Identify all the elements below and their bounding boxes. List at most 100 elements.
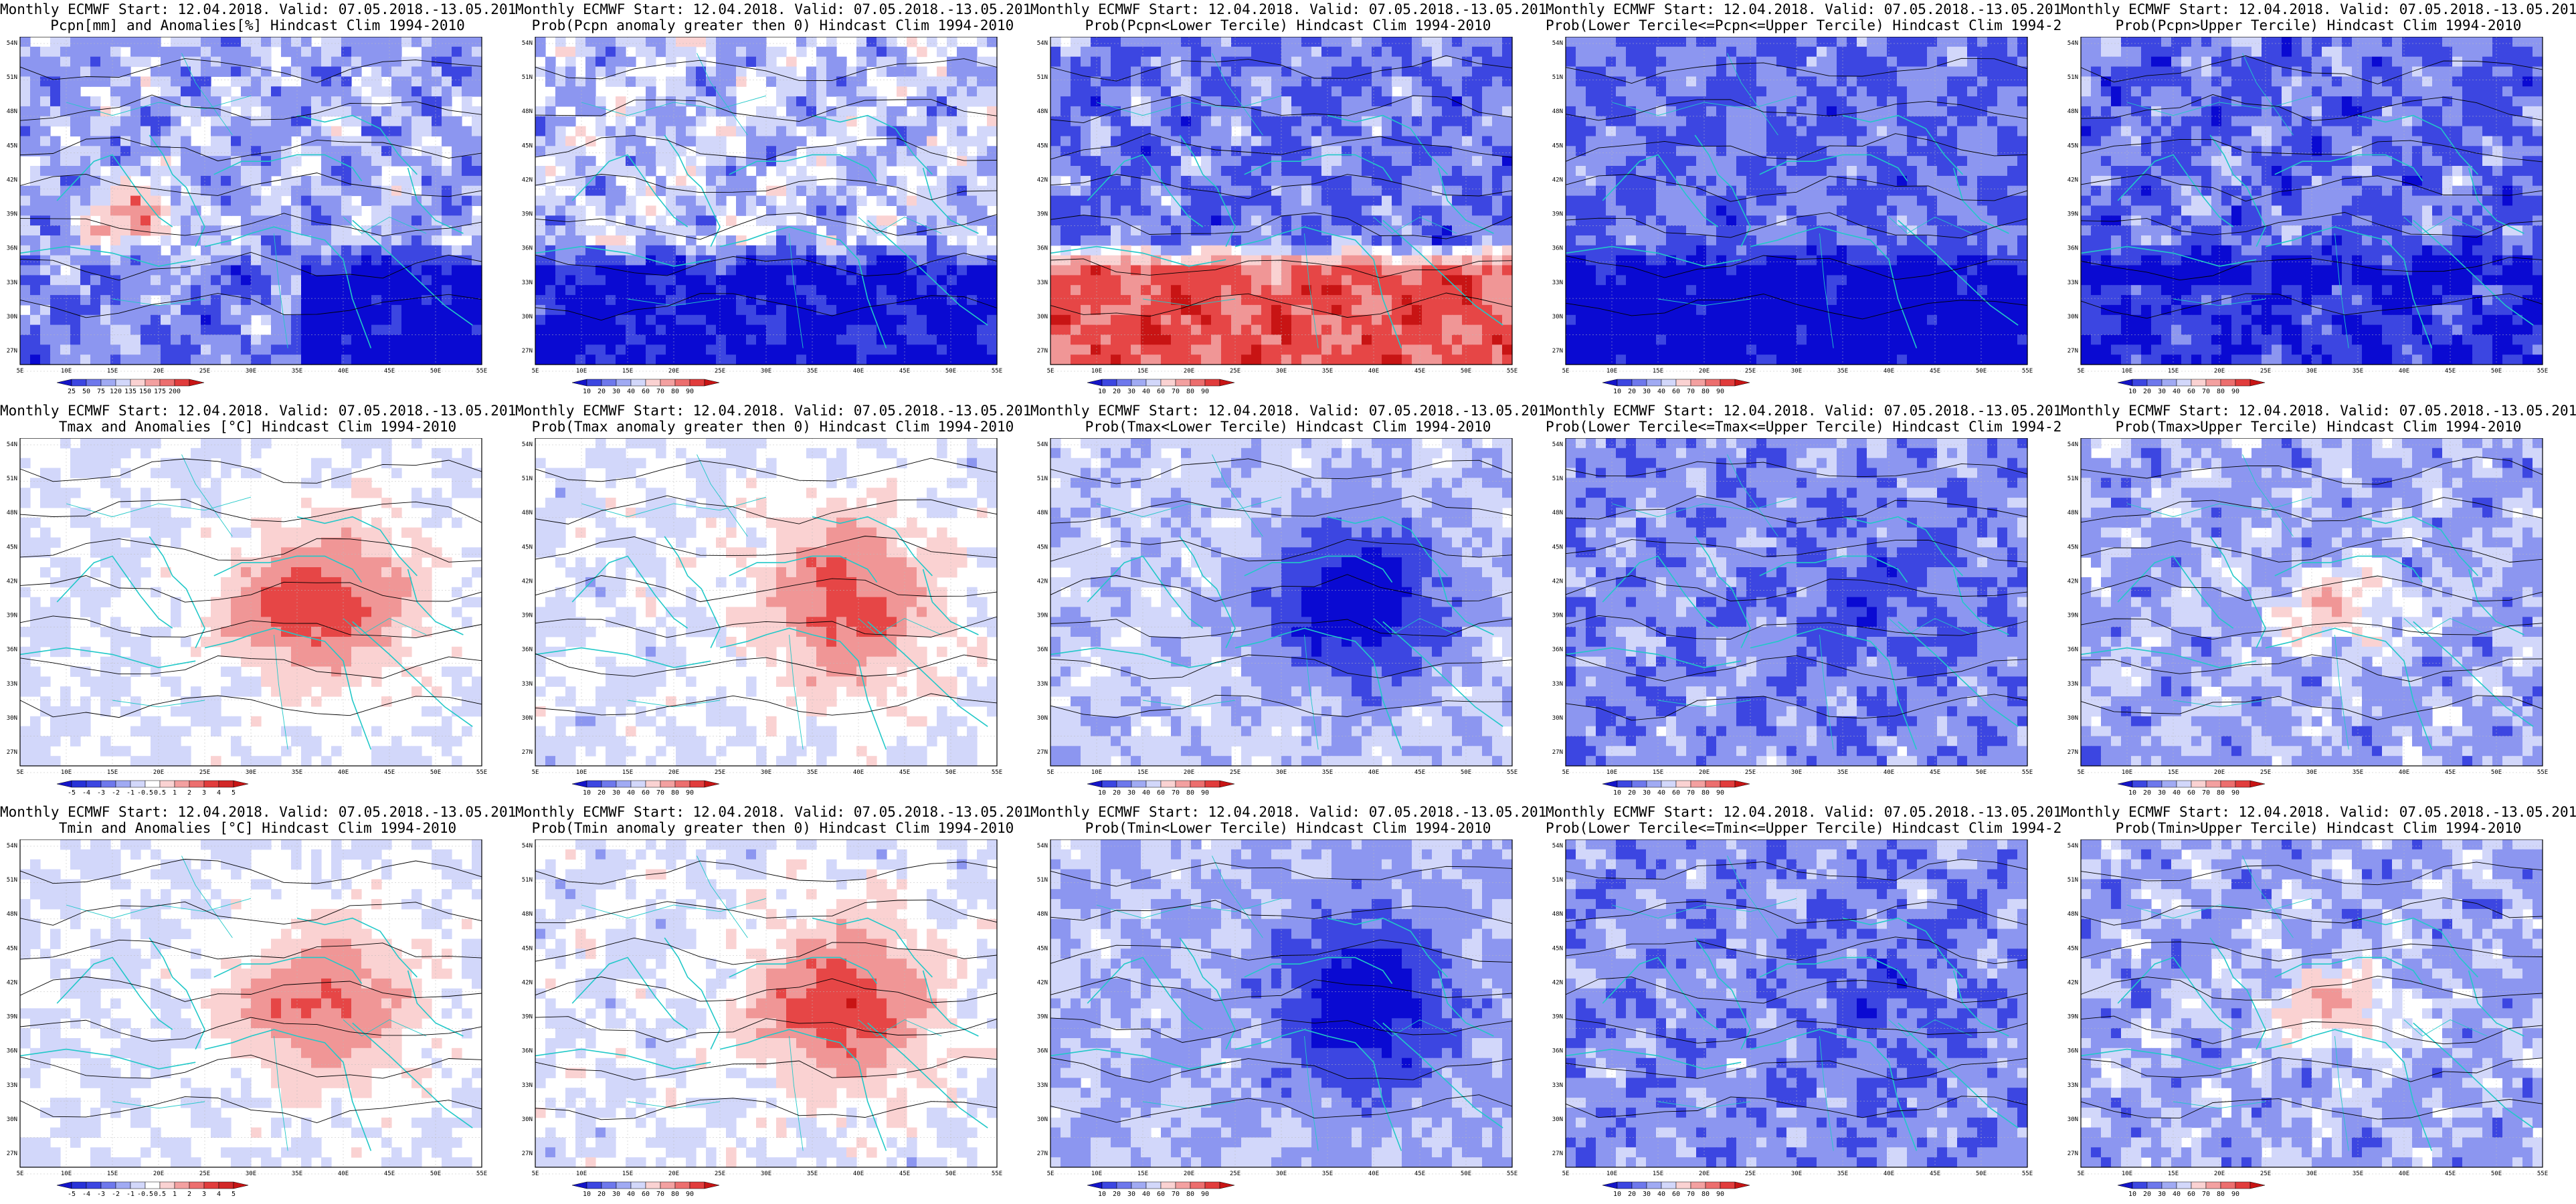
field-cell — [40, 235, 51, 246]
field-cell — [452, 66, 462, 77]
field-cell — [957, 285, 968, 296]
field-cell — [231, 275, 242, 286]
field-cell — [331, 46, 342, 58]
field-cell — [1111, 66, 1121, 77]
field-cell — [806, 355, 817, 365]
colorbar-swatch — [130, 379, 146, 387]
field-cell — [191, 106, 201, 117]
field-cell — [2007, 96, 2018, 107]
field-cell — [291, 314, 302, 326]
field-cell — [656, 344, 666, 355]
field-cell — [1101, 225, 1111, 236]
field-cell — [261, 116, 272, 127]
field-cell — [967, 205, 978, 216]
field-cell — [585, 37, 596, 47]
field-cell — [1596, 86, 1606, 97]
field-cell — [281, 275, 292, 286]
field-cell — [261, 245, 272, 256]
field-cell — [1201, 156, 1212, 167]
field-cell — [191, 156, 201, 167]
field-cell — [595, 304, 606, 316]
field-cell — [1311, 215, 1322, 226]
field-cell — [756, 265, 767, 276]
field-cell — [686, 76, 697, 87]
field-cell — [1261, 185, 1272, 197]
field-cell — [1452, 86, 1463, 97]
field-cell — [1656, 116, 1667, 127]
field-cell — [806, 66, 817, 77]
field-cell — [756, 324, 767, 335]
field-cell — [1261, 295, 1272, 306]
field-cell — [947, 66, 957, 77]
field-cell — [1616, 76, 1627, 87]
field-cell — [1071, 334, 1081, 345]
field-cell — [281, 96, 292, 107]
field-cell — [40, 295, 51, 306]
field-cell — [1756, 76, 1767, 87]
field-cell — [422, 314, 432, 326]
field-cell — [816, 205, 827, 216]
field-cell — [1686, 126, 1697, 136]
field-cell — [766, 136, 777, 146]
field-cell — [401, 56, 412, 68]
field-cell — [776, 295, 787, 306]
lat-tick-label: 36N — [1037, 245, 1048, 252]
field-cell — [30, 86, 41, 97]
field-cell — [1636, 106, 1647, 117]
field-cell — [1746, 116, 1757, 127]
field-cell — [917, 225, 927, 236]
field-cell — [311, 96, 322, 107]
field-cell — [636, 126, 646, 136]
field-cell — [1301, 355, 1312, 365]
field-cell — [90, 66, 101, 77]
field-cell — [1482, 324, 1493, 335]
field-cell — [1101, 355, 1111, 365]
field-cell — [1331, 185, 1342, 197]
field-cell — [1716, 146, 1727, 157]
field-cell — [947, 314, 957, 326]
field-cell — [726, 76, 737, 87]
field-cell — [1050, 295, 1061, 306]
field-cell — [1271, 126, 1282, 136]
field-cell — [585, 156, 596, 167]
field-cell — [1181, 136, 1192, 146]
field-cell — [1261, 76, 1272, 87]
field-cell — [291, 185, 302, 197]
field-cell — [1251, 324, 1262, 335]
field-cell — [796, 355, 807, 365]
field-cell — [1442, 37, 1453, 47]
field-cell — [161, 265, 171, 276]
field-cell — [361, 275, 372, 286]
field-cell — [545, 76, 556, 87]
field-cell — [1251, 304, 1262, 316]
field-cell — [1071, 235, 1081, 246]
field-cell — [1241, 175, 1252, 187]
field-cell — [452, 86, 462, 97]
field-cell — [656, 37, 666, 47]
field-cell — [1301, 106, 1312, 117]
field-cell — [452, 245, 462, 256]
field-cell — [161, 56, 171, 68]
field-cell — [1352, 96, 1362, 107]
field-cell — [161, 126, 171, 136]
field-cell — [1362, 175, 1372, 187]
field-cell — [1321, 285, 1332, 296]
field-cell — [321, 56, 332, 68]
field-cell — [1786, 116, 1797, 127]
field-cell — [1231, 314, 1242, 326]
field-cell — [897, 56, 907, 68]
field-cell — [846, 255, 857, 266]
field-cell — [1967, 136, 1978, 146]
field-cell — [947, 96, 957, 107]
field-cell — [1291, 344, 1302, 355]
field-cell — [70, 344, 81, 355]
field-cell — [1372, 225, 1382, 236]
field-cell — [472, 46, 482, 58]
colorbar: 10 20 30 40 60 70 80 90 — [571, 379, 720, 395]
field-cell — [120, 265, 131, 276]
field-cell — [736, 56, 747, 68]
field-cell — [201, 156, 211, 167]
field-cell — [626, 76, 636, 87]
field-cell — [646, 225, 656, 236]
field-cell — [846, 185, 857, 197]
